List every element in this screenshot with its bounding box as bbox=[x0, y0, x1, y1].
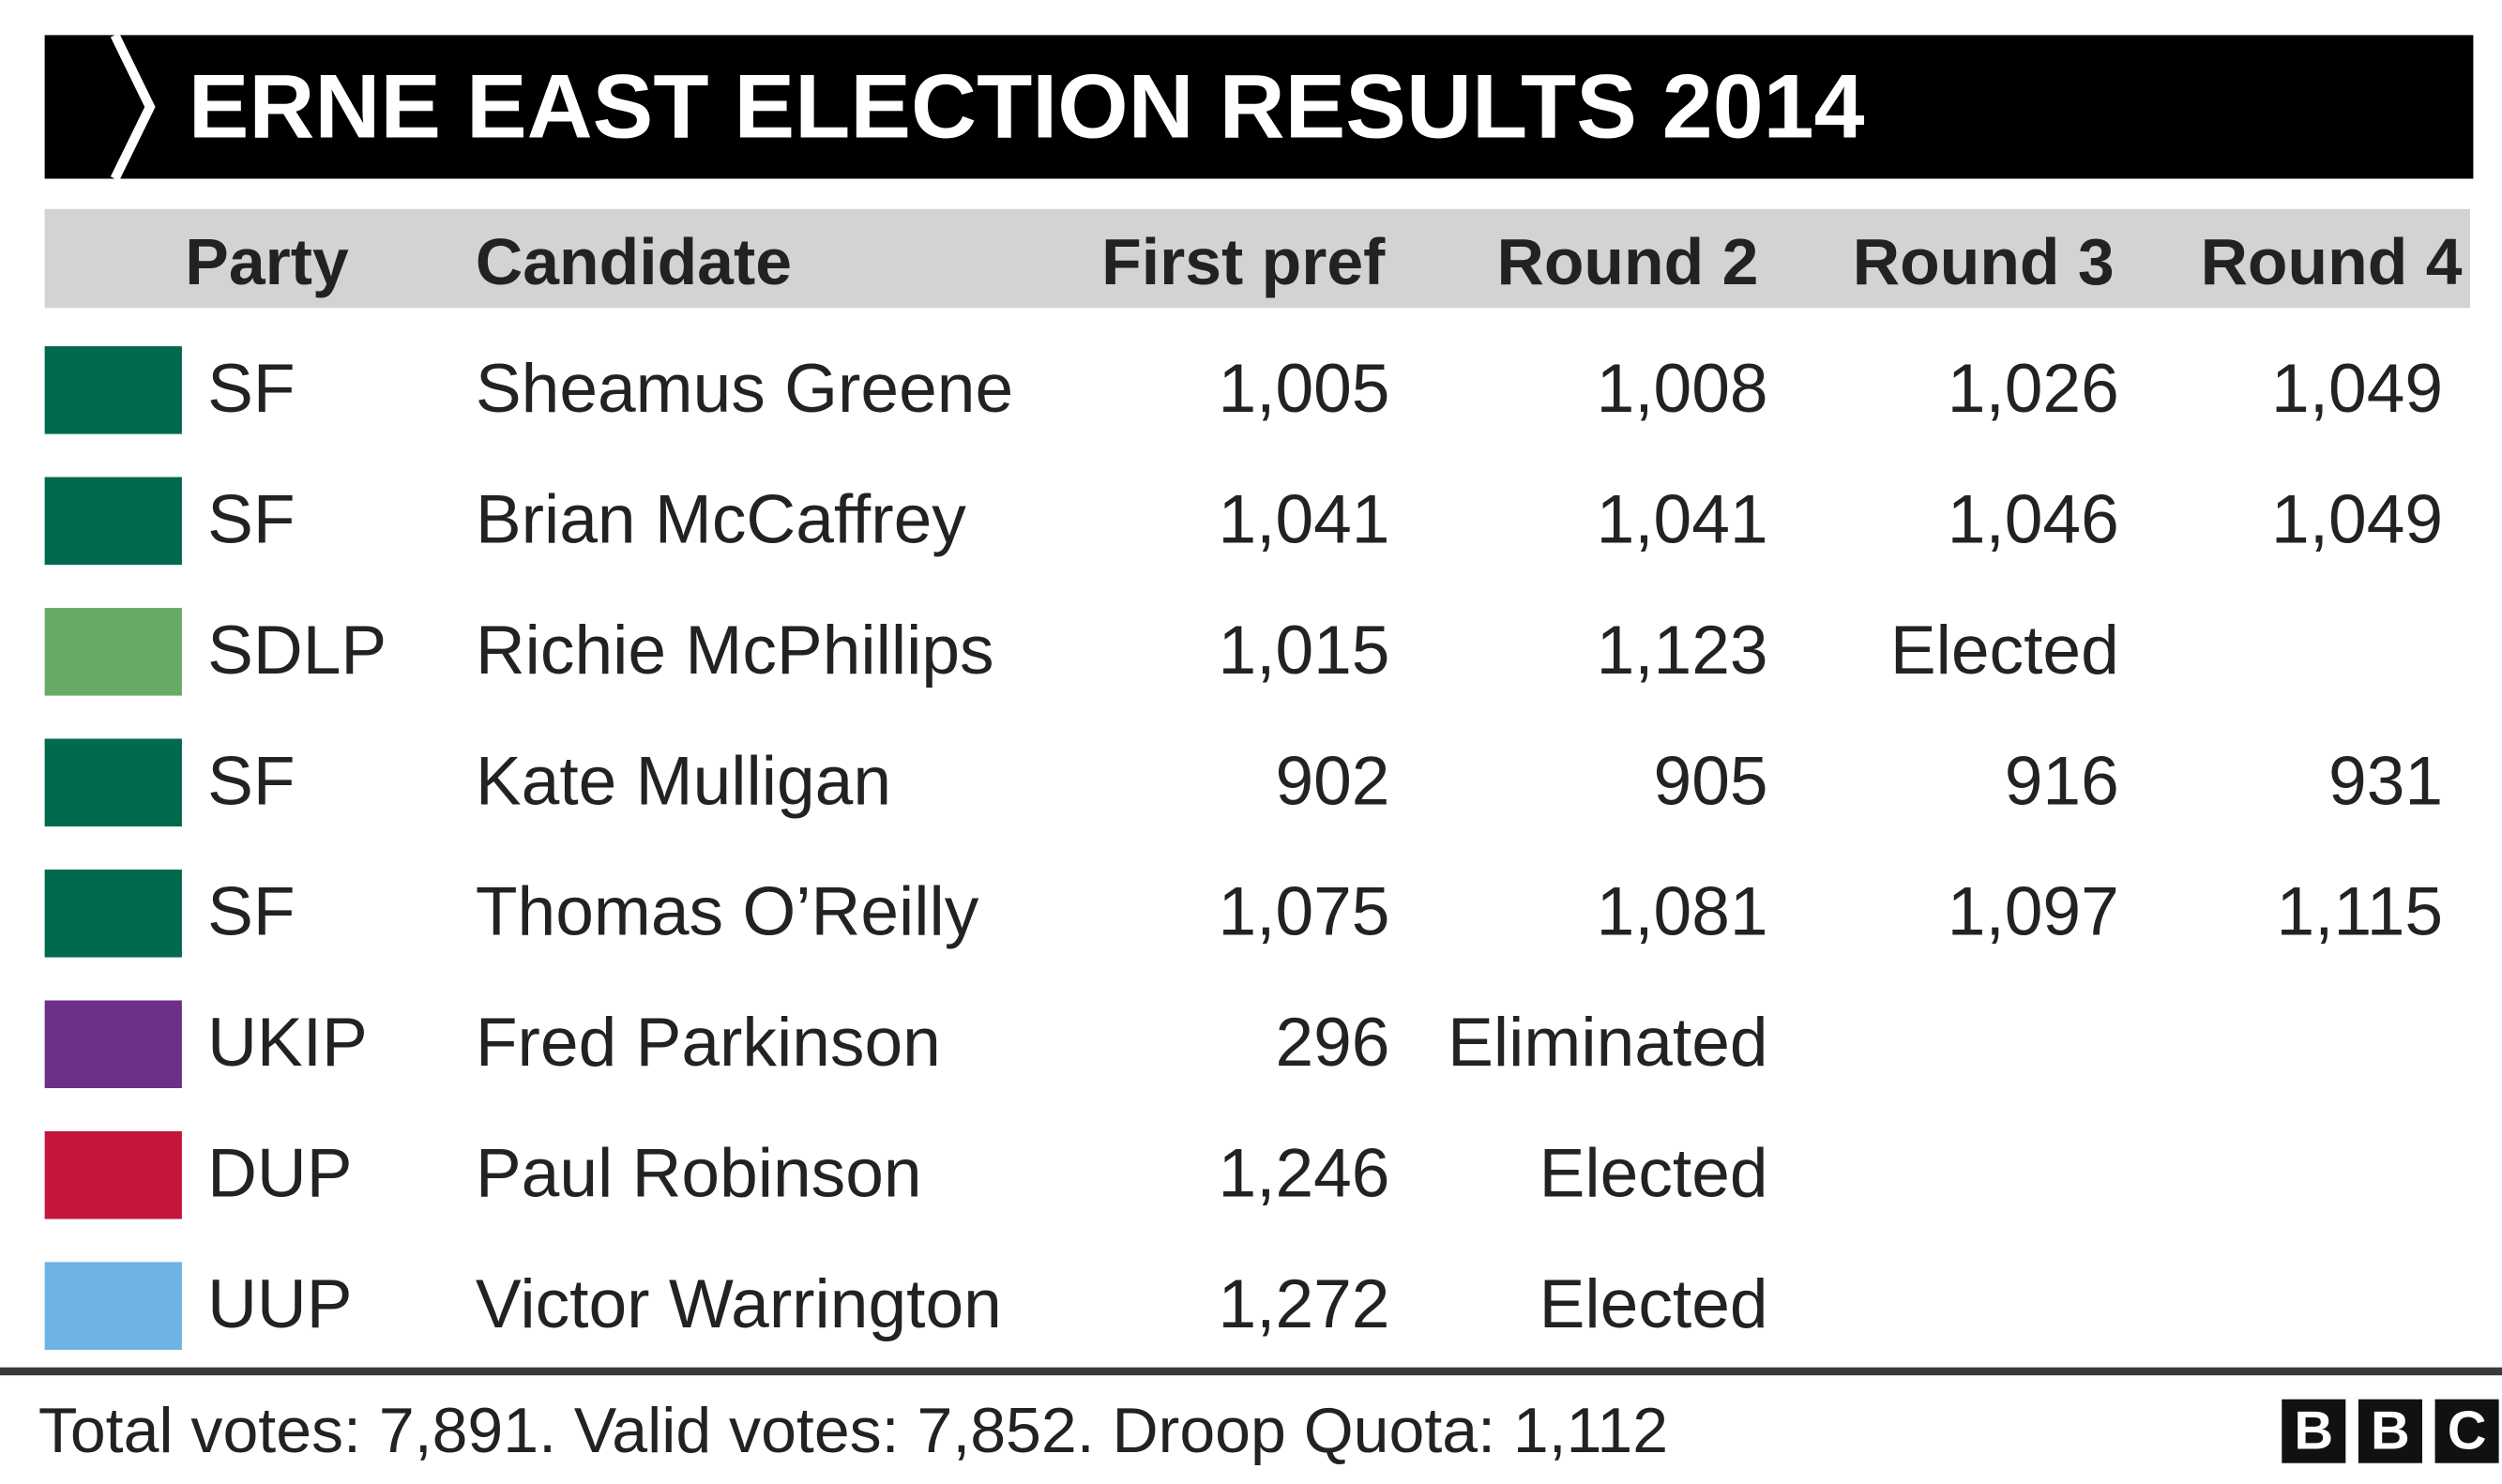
candidate: Sheamus Greene bbox=[475, 351, 1014, 428]
footer-text: Total votes: 7,891. Valid votes: 7,852. … bbox=[38, 1396, 1669, 1467]
vote-count: 1,005 bbox=[1218, 351, 1390, 428]
vote-count: Elected bbox=[1539, 1136, 1768, 1213]
party: SF bbox=[207, 874, 296, 951]
column-header: Round 4 bbox=[2200, 224, 2463, 299]
party-swatch bbox=[44, 738, 182, 827]
vote-count: 1,026 bbox=[1947, 351, 2119, 428]
party: SF bbox=[207, 351, 296, 428]
vote-count: 1,046 bbox=[1947, 481, 2119, 559]
party-swatch bbox=[44, 346, 182, 434]
vote-count: 1,115 bbox=[2276, 874, 2444, 951]
vote-count: 296 bbox=[1275, 1005, 1390, 1083]
party-swatch bbox=[44, 1130, 182, 1219]
title-bar bbox=[44, 35, 2474, 179]
party: UKIP bbox=[207, 1005, 368, 1083]
vote-count: 1,049 bbox=[2271, 351, 2444, 428]
party-swatch bbox=[44, 1000, 182, 1089]
vote-count: 1,008 bbox=[1596, 351, 1768, 428]
vote-count: 905 bbox=[1653, 743, 1768, 821]
vote-count: Eliminated bbox=[1448, 1005, 1768, 1083]
column-header: First pref bbox=[1101, 224, 1386, 299]
vote-count: 1,272 bbox=[1218, 1266, 1390, 1344]
party-swatch bbox=[44, 477, 182, 566]
logo-letter: C bbox=[2434, 1399, 2499, 1463]
party: SF bbox=[207, 481, 296, 559]
vote-count: 931 bbox=[2328, 743, 2444, 821]
candidate: Richie McPhillips bbox=[475, 613, 994, 689]
candidate: Paul Robinson bbox=[475, 1136, 922, 1213]
rule bbox=[0, 1367, 2502, 1376]
vote-count: 916 bbox=[2004, 743, 2119, 821]
header-row bbox=[44, 208, 2470, 309]
vote-count: Elected bbox=[1889, 613, 2119, 689]
vote-count: 1,081 bbox=[1596, 874, 1768, 951]
party: UUP bbox=[207, 1266, 353, 1344]
logo-letter: B bbox=[2358, 1399, 2422, 1463]
candidate: Thomas O’Reilly bbox=[475, 874, 979, 951]
party-swatch bbox=[44, 608, 182, 696]
party-swatch bbox=[44, 869, 182, 958]
vote-count: 1,097 bbox=[1947, 874, 2119, 951]
vote-count: 1,075 bbox=[1218, 874, 1390, 951]
candidate: Victor Warrington bbox=[475, 1266, 1002, 1344]
vote-count: 1,049 bbox=[2271, 481, 2444, 559]
party: DUP bbox=[207, 1136, 353, 1213]
vote-count: 1,015 bbox=[1218, 613, 1390, 689]
logo-letter: B bbox=[2282, 1399, 2346, 1463]
vote-count: 1,041 bbox=[1218, 481, 1390, 559]
candidate: Brian McCaffrey bbox=[475, 481, 966, 559]
title: ERNE EAST ELECTION RESULTS 2014 bbox=[188, 55, 1865, 159]
party: SF bbox=[207, 743, 296, 821]
candidate: Kate Mulligan bbox=[475, 743, 892, 821]
vote-count: 902 bbox=[1275, 743, 1390, 821]
column-header: Candidate bbox=[475, 224, 792, 299]
party-swatch bbox=[44, 1262, 182, 1350]
column-header: Round 3 bbox=[1852, 224, 2115, 299]
chevron bbox=[110, 35, 156, 179]
vote-count: 1,246 bbox=[1218, 1136, 1390, 1213]
vote-count: 1,041 bbox=[1596, 481, 1768, 559]
vote-count: 1,123 bbox=[1596, 613, 1768, 689]
column-header: Party bbox=[185, 224, 349, 299]
candidate: Fred Parkinson bbox=[475, 1005, 941, 1083]
column-header: Round 2 bbox=[1496, 224, 1759, 299]
party: SDLP bbox=[207, 613, 387, 689]
vote-count: Elected bbox=[1539, 1266, 1768, 1344]
